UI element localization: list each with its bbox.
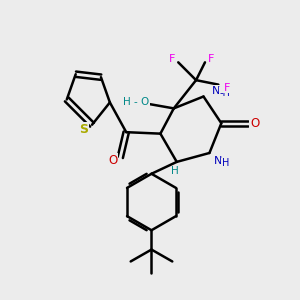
Text: S: S — [79, 123, 88, 136]
Text: F: F — [169, 54, 175, 64]
Text: H - O: H - O — [123, 98, 149, 107]
Text: O: O — [108, 154, 118, 167]
Text: O: O — [250, 117, 259, 130]
Text: F: F — [208, 54, 215, 64]
Text: H: H — [171, 167, 179, 176]
Text: H: H — [222, 158, 230, 168]
Text: N: N — [214, 156, 222, 166]
Text: -H: -H — [220, 88, 230, 98]
Text: N: N — [212, 86, 220, 96]
Text: F: F — [224, 82, 230, 93]
